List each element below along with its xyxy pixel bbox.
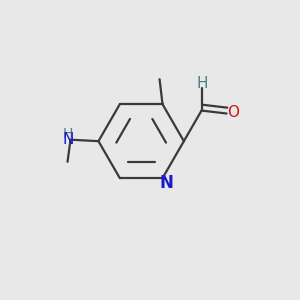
- Text: H: H: [63, 128, 73, 141]
- Text: N: N: [62, 132, 74, 147]
- Text: N: N: [160, 174, 174, 192]
- Text: H: H: [196, 76, 208, 91]
- Text: O: O: [227, 105, 239, 120]
